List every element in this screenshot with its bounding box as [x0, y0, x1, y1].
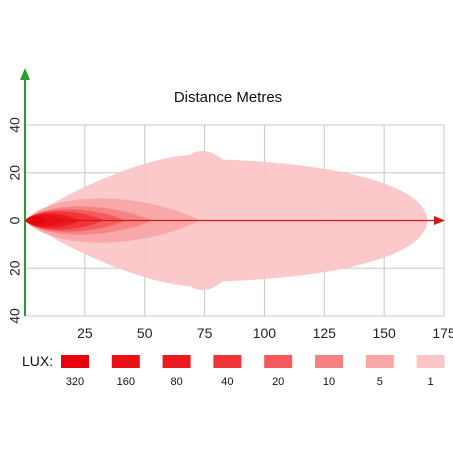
x-tick-label: 75: [197, 325, 213, 341]
tick-labels: 25 50 75 100 125 150 175 40 20 0 20 40: [7, 117, 453, 341]
x-tick-label: 125: [313, 325, 337, 341]
legend-value: 80: [170, 376, 182, 388]
legend-value: 1: [428, 376, 434, 388]
legend-value: 10: [323, 376, 335, 388]
chart-title: Distance Metres: [174, 89, 282, 106]
legend-swatch-40: [213, 355, 242, 368]
legend-value: 320: [66, 376, 84, 388]
legend-swatch-10: [315, 355, 343, 368]
x-tick-label: 25: [77, 325, 93, 341]
y-tick-label: 40: [7, 308, 23, 324]
x-tick-label: 50: [137, 325, 153, 341]
beam-axis-arrow: [434, 216, 445, 225]
y-tick-label: 20: [7, 260, 23, 276]
axes: [20, 68, 445, 316]
legend-swatch-160: [111, 355, 140, 368]
y-axis-arrow: [20, 68, 30, 80]
legend-swatch-80: [162, 355, 191, 368]
legend: LUX: 320 160 80 40 20 10 5 1: [22, 353, 445, 388]
legend-value: 5: [377, 376, 383, 388]
legend-value: 20: [272, 376, 284, 388]
legend-swatch-20: [264, 355, 293, 368]
y-tick-label: 20: [7, 165, 23, 181]
y-tick-label: 40: [7, 117, 23, 133]
x-tick-label: 150: [372, 325, 396, 341]
x-tick-label: 100: [253, 325, 277, 341]
legend-value: 40: [221, 376, 233, 388]
x-tick-label: 175: [432, 325, 453, 341]
legend-swatch-320: [61, 355, 89, 368]
legend-value: 160: [117, 376, 135, 388]
legend-swatch-5: [365, 355, 394, 368]
legend-label: LUX:: [22, 353, 53, 369]
y-tick-label: 0: [7, 216, 23, 224]
legend-swatch-1: [416, 355, 445, 368]
